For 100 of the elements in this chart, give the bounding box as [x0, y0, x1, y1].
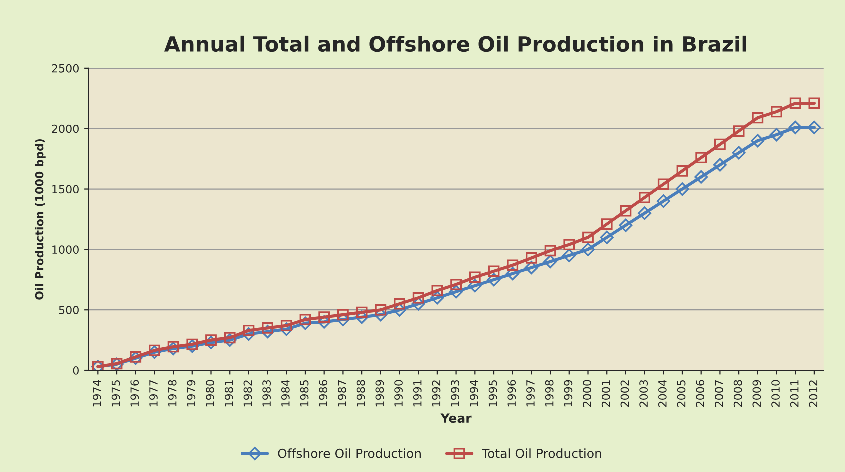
point [129, 352, 143, 366]
x-tick-label: 2003 [640, 380, 648, 408]
x-tick-label: 1989 [376, 380, 384, 407]
point [676, 165, 688, 177]
point [524, 261, 538, 275]
chart-title: Annual Total and Offshore Oil Production in Brazil [164, 36, 746, 52]
point [656, 194, 670, 208]
point [733, 126, 745, 137]
y-tick-label: 500 [59, 306, 79, 314]
point [808, 98, 820, 110]
point [432, 285, 444, 296]
x-tick-label: 1979 [187, 380, 196, 407]
y-axis-title: Oil Production (1000 bpd) [35, 139, 46, 300]
point [601, 218, 613, 230]
x-tick-label: 1974 [92, 380, 102, 407]
point [318, 315, 332, 329]
point [770, 128, 784, 142]
point [168, 341, 180, 353]
x-tick-label: 1985 [300, 380, 309, 407]
point [788, 120, 802, 134]
x-tick-label: 2000 [583, 380, 592, 408]
x-tick-label: 2008 [734, 380, 742, 408]
point [300, 314, 312, 326]
x-tick-label: 1984 [281, 380, 290, 407]
point [620, 205, 632, 217]
point [488, 266, 500, 278]
point [658, 178, 670, 190]
x-tick-label: 1993 [451, 380, 460, 407]
x-tick-label: 1995 [488, 380, 498, 407]
x-tick-label: 2009 [752, 380, 762, 408]
point [318, 312, 330, 324]
point [732, 146, 746, 160]
point [676, 182, 690, 196]
x-tick-label: 1975 [112, 380, 120, 407]
point [336, 313, 350, 326]
point [430, 291, 444, 305]
point [450, 279, 462, 290]
y-tick-label: 0 [73, 366, 79, 375]
point [544, 255, 558, 268]
x-tick-label: 2005 [677, 380, 686, 408]
point [696, 152, 708, 164]
point [338, 309, 349, 321]
point [582, 232, 594, 244]
point [564, 239, 576, 251]
x-tick-label: 1980 [206, 380, 214, 407]
point [262, 322, 274, 334]
point [374, 308, 388, 322]
x-tick-label: 2011 [790, 380, 799, 408]
point [394, 298, 406, 310]
point [752, 112, 764, 124]
x-tick-label: 1997 [526, 380, 535, 407]
legend-label: Total Oil Production [482, 448, 602, 458]
point [280, 320, 292, 332]
point [412, 292, 424, 304]
x-tick-label: 1978 [168, 380, 177, 407]
point [526, 252, 538, 264]
x-tick-label: 2006 [696, 380, 705, 408]
point [751, 134, 765, 148]
point [468, 279, 482, 293]
point [186, 338, 198, 350]
point [375, 304, 387, 316]
x-tick-label: 2007 [715, 380, 724, 408]
x-tick-label: 1990 [394, 380, 403, 407]
x-tick-label: 1999 [564, 380, 573, 407]
x-tick-label: 2004 [658, 380, 667, 408]
point [412, 297, 426, 311]
point [808, 120, 822, 134]
point [469, 272, 481, 284]
point [600, 230, 614, 244]
x-tick-label: 1977 [150, 380, 158, 407]
point [639, 192, 650, 204]
point [506, 267, 520, 281]
x-tick-label: 1998 [545, 380, 554, 407]
x-tick-label: 1987 [338, 380, 346, 407]
point [544, 245, 556, 257]
point [393, 303, 406, 317]
x-tick-label: 1988 [356, 380, 366, 407]
point [450, 285, 464, 299]
point [261, 325, 275, 339]
y-tick-label: 2500 [52, 64, 79, 73]
x-tick-label: 1976 [130, 380, 140, 407]
point [130, 352, 142, 363]
point [243, 324, 255, 336]
y-tick-label: 2000 [52, 124, 79, 134]
x-tick-label: 1982 [244, 380, 252, 407]
point [206, 334, 217, 346]
point [713, 158, 727, 172]
legend-label: Offshore Oil Production [278, 448, 421, 458]
point [790, 98, 802, 110]
point [771, 106, 782, 118]
point [507, 260, 519, 272]
y-tick-label: 1000 [52, 246, 79, 254]
x-tick-label: 1986 [319, 380, 328, 407]
point [562, 249, 576, 262]
point [149, 344, 160, 356]
x-tick-label: 1983 [262, 380, 272, 407]
point [619, 218, 633, 232]
point [148, 346, 162, 360]
x-tick-label: 1994 [470, 380, 478, 407]
x-tick-label: 1992 [432, 380, 441, 407]
